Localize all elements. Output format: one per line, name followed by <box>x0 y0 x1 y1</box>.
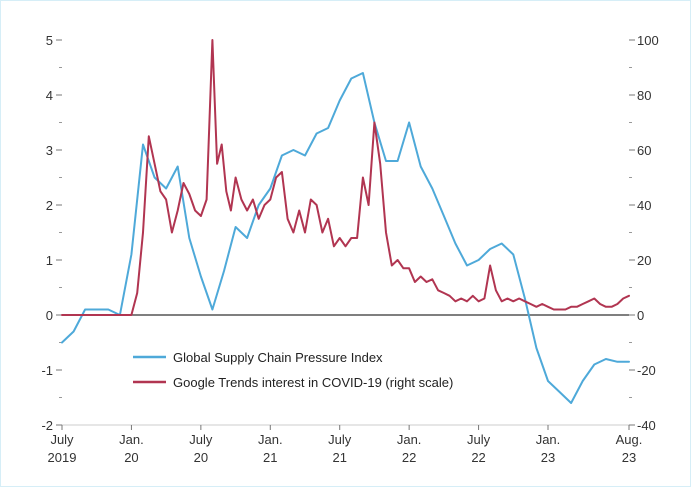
x-tick-label-line2: 22 <box>402 450 416 465</box>
left-tick-label: 2 <box>46 198 53 213</box>
x-tick-label-line1: July <box>189 432 213 447</box>
x-tick-label-line1: Jan. <box>258 432 283 447</box>
left-tick-label: 4 <box>46 88 53 103</box>
right-tick-label: 80 <box>637 88 651 103</box>
series-layer <box>61 39 630 404</box>
left-axis: -2 -1 0 1 2 3 4 5 <box>41 33 62 433</box>
x-tick-label-line1: July <box>467 432 491 447</box>
left-tick-label: -2 <box>41 418 53 433</box>
left-tick-label: 0 <box>46 308 53 323</box>
x-axis: July 2019 Jan. 20 July 20 Jan. 21 July 21 Jan. 22 Ju… <box>48 424 643 465</box>
x-tick-label-line1: July <box>328 432 352 447</box>
right-tick-label: 40 <box>637 198 651 213</box>
x-tick-label-line2: 22 <box>471 450 485 465</box>
right-tick-label: 100 <box>637 33 659 48</box>
x-tick-label-line2: 23 <box>541 450 555 465</box>
series-line-1 <box>61 39 630 316</box>
left-tick-label: 5 <box>46 33 53 48</box>
legend: Global Supply Chain Pressure Index Google… <box>133 350 453 390</box>
legend-label-0: Global Supply Chain Pressure Index <box>173 350 383 365</box>
x-tick-label-line2: 23 <box>622 450 636 465</box>
series-line-0 <box>61 72 630 404</box>
right-tick-label: 60 <box>637 143 651 158</box>
left-tick-label: 3 <box>46 143 53 158</box>
x-tick-label-line1: Jan. <box>397 432 422 447</box>
x-tick-label-line1: July <box>50 432 74 447</box>
right-tick-label: 20 <box>637 253 651 268</box>
x-tick-label-line1: Aug. <box>616 432 643 447</box>
left-tick-label: -1 <box>41 363 53 378</box>
x-tick-label-line2: 21 <box>332 450 346 465</box>
x-tick-label-line1: Jan. <box>119 432 144 447</box>
x-tick-label-line2: 21 <box>263 450 277 465</box>
right-tick-label: -40 <box>637 418 656 433</box>
left-tick-label: 1 <box>46 253 53 268</box>
x-tick-label-line2: 2019 <box>48 450 77 465</box>
right-axis: -40 -20 0 20 40 60 80 100 <box>629 33 659 433</box>
x-tick-label-line2: 20 <box>124 450 138 465</box>
x-tick-label-line1: Jan. <box>536 432 561 447</box>
right-tick-label: 0 <box>637 308 644 323</box>
x-tick-label-line2: 20 <box>194 450 208 465</box>
right-tick-label: -20 <box>637 363 656 378</box>
legend-label-1: Google Trends interest in COVID-19 (righ… <box>173 375 453 390</box>
